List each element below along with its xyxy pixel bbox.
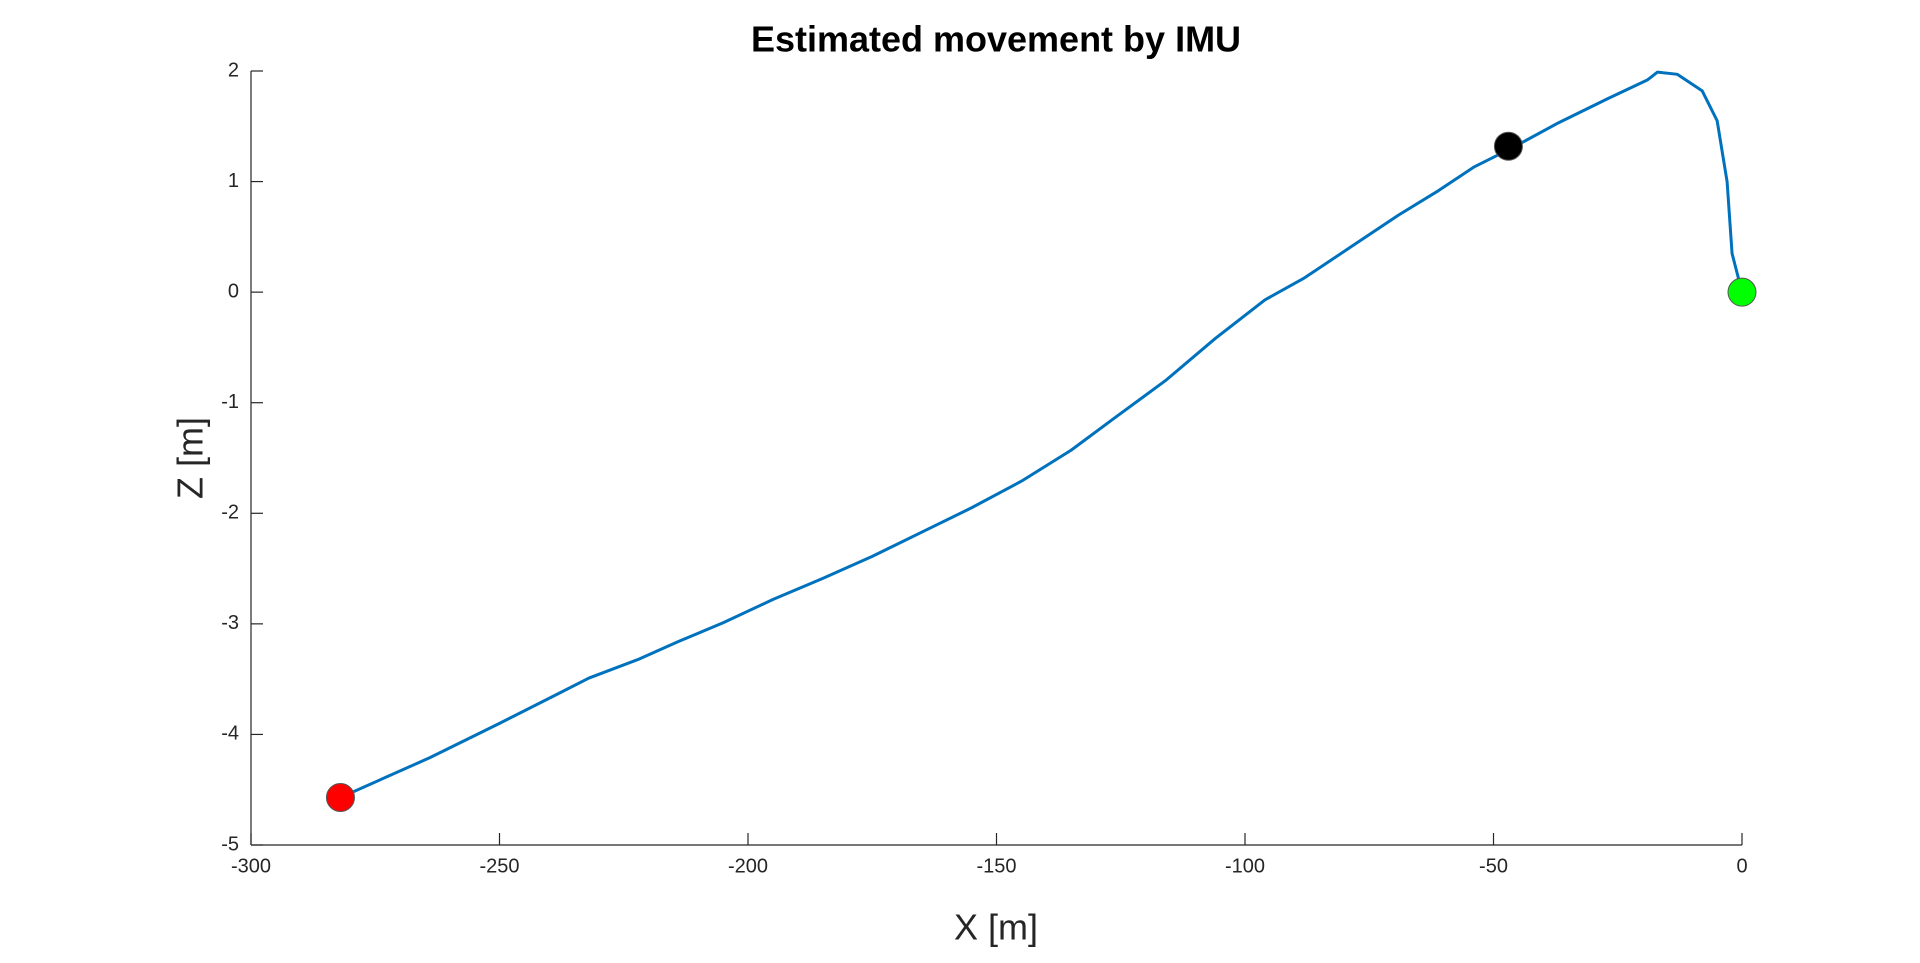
position-marker [325,782,355,812]
x-tick-label: -200 [728,855,768,877]
y-tick-label: -4 [221,723,239,745]
x-tick-label: -150 [976,855,1016,877]
x-tick-label: 0 [1736,855,1747,877]
x-tick-label: -50 [1479,855,1508,877]
y-tick-label: -5 [221,833,239,855]
y-axis-label: Z [m] [170,417,211,499]
position-marker [1493,131,1523,161]
y-tick-label: -2 [221,502,239,524]
position-marker [1727,277,1757,307]
x-tick-label: -300 [231,855,271,877]
x-tick-label: -250 [479,855,519,877]
x-tick-label: -100 [1225,855,1265,877]
trajectory-line [339,70,1744,799]
y-tick-label: 1 [228,170,239,192]
y-tick-label: -1 [221,391,239,413]
y-tick-label: 2 [228,59,239,81]
y-tick-label: 0 [228,280,239,302]
chart-title: Estimated movement by IMU [751,19,1241,60]
y-tick-label: -3 [221,612,239,634]
x-axis-label: X [m] [954,907,1038,948]
